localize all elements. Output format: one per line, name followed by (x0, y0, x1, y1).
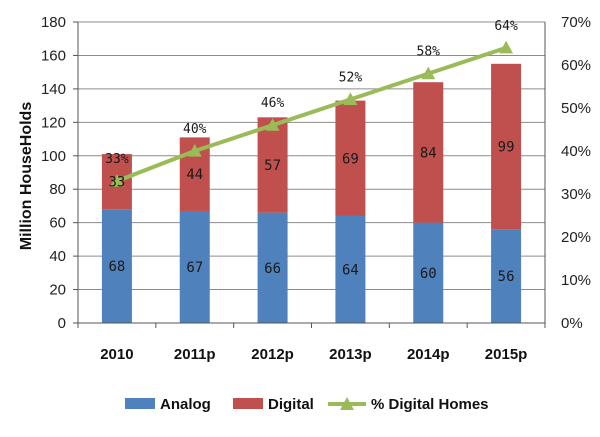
y2-tick-label: 20% (561, 229, 591, 246)
y-tick-label: 60 (49, 215, 66, 232)
y2-tick-label: 70% (561, 14, 591, 31)
y2-tick-label: 40% (561, 143, 591, 160)
bar-value-label: 44 (186, 167, 203, 183)
y-tick-label: 160 (41, 47, 66, 64)
pct-marker (187, 144, 202, 157)
data-labels: 68 33 67 44 66 57 64 69 60 84 56 99 33% 40% 46% 52% 58% 6… (105, 19, 518, 285)
pct-marker (343, 92, 358, 105)
gridlines (78, 21, 545, 324)
x-tick-label: 2011p (174, 346, 216, 363)
pct-value-label: 64% (494, 19, 518, 34)
y-tick-label: 120 (41, 114, 66, 131)
bar-value-label: 60 (420, 266, 437, 282)
pct-marker (265, 118, 280, 131)
y-tick-label: 0 (58, 315, 66, 332)
bar-value-label: 56 (498, 269, 515, 285)
legend: Analog Digital % Digital Homes (125, 396, 489, 413)
legend-label-pct: % Digital Homes (371, 396, 489, 413)
bar-analog (179, 210, 210, 323)
pct-marker (499, 40, 514, 54)
bar-analog (101, 209, 132, 323)
y-tick-label: 140 (41, 81, 66, 98)
legend-label-analog: Analog (160, 396, 211, 413)
x-tick-label: 2010 (100, 346, 133, 363)
y-tick-label: 100 (41, 148, 66, 165)
x-tick-label: 2015p (485, 346, 528, 363)
bar-value-label: 84 (420, 145, 437, 161)
legend-marker-pct (340, 397, 354, 410)
y2-tick-label: 10% (561, 272, 591, 289)
y-tick-label: 80 (49, 181, 66, 198)
bar-value-label: 99 (498, 140, 515, 156)
bar-value-label: 68 (108, 259, 125, 275)
axes: 0 20 40 60 80 100 120 140 160 180 0% 10% 20% 30% 40% 50… (41, 14, 591, 363)
bar-value-label: 64 (342, 262, 359, 278)
y-tick-label: 180 (41, 14, 66, 31)
x-tick-label: 2013p (329, 346, 372, 363)
bar-analog (257, 212, 288, 323)
pct-value-label: 33% (105, 152, 129, 167)
bar-digital (491, 63, 522, 230)
pct-value-label: 58% (417, 45, 441, 60)
bar-analog (413, 222, 444, 323)
legend-label-digital: Digital (268, 396, 314, 413)
legend-swatch-analog (125, 398, 155, 409)
bar-analog (335, 215, 366, 323)
bar-digital (335, 100, 366, 216)
bar-analog (491, 229, 522, 323)
legend-swatch-digital (233, 398, 263, 409)
digital-share-line (109, 40, 514, 187)
bar-value-label: 33 (108, 175, 125, 191)
x-tick-label: 2014p (407, 346, 450, 363)
bar-value-label: 66 (264, 261, 281, 277)
pct-marker (109, 174, 124, 187)
pct-value-label: 46% (261, 96, 285, 111)
y2-tick-label: 60% (561, 57, 591, 74)
bar-digital (257, 117, 288, 213)
x-tick-label: 2012p (251, 346, 294, 363)
y2-tick-label: 50% (561, 100, 591, 117)
pct-value-label: 52% (339, 70, 363, 85)
y-tick-label: 40 (49, 248, 66, 265)
bar-value-label: 69 (342, 151, 359, 167)
pct-line (116, 45, 507, 183)
y2-tick-label: 30% (561, 186, 591, 203)
y2-tick-label: 0% (561, 315, 583, 332)
bar-digital (413, 82, 444, 223)
pct-value-label: 40% (183, 122, 207, 137)
bar-value-label: 57 (264, 158, 281, 174)
bars (101, 63, 522, 323)
y-tick-label: 20 (49, 282, 66, 299)
pct-marker (421, 66, 436, 80)
y-axis-title: Million HouseHolds (18, 102, 35, 251)
bar-value-label: 67 (186, 260, 203, 276)
